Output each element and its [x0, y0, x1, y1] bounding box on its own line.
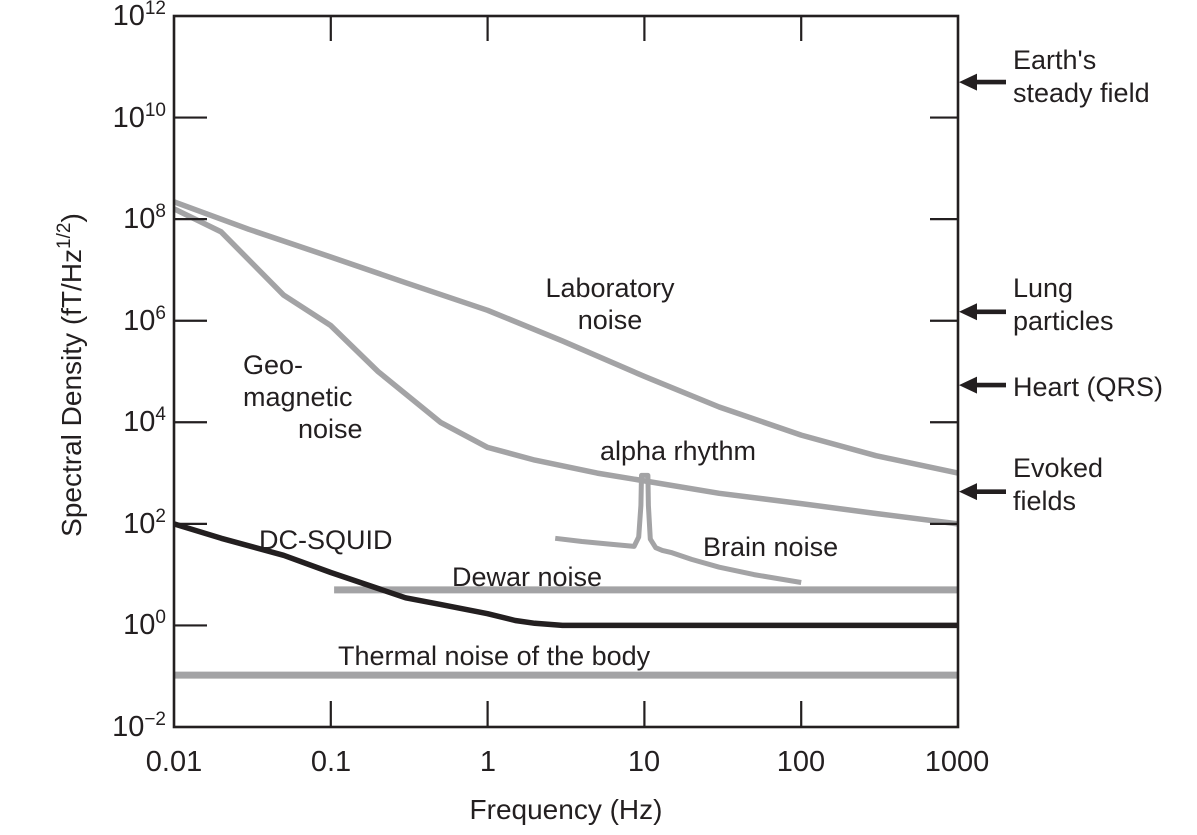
x-tick-label-100: 100 — [776, 746, 826, 778]
annotation-arrow-head — [959, 73, 977, 91]
annotation-arrow-head — [959, 376, 977, 394]
plot-frame — [172, 14, 960, 729]
y-axis-title: Spectral Density (fT/Hz1/2) — [54, 213, 87, 537]
label-geomagnetic-noise-line2: magnetic — [243, 382, 353, 412]
x-tick-label-0.1: 0.1 — [310, 746, 352, 778]
label-dc-squid: DC-SQUID — [259, 525, 393, 555]
series-dc-squid — [173, 521, 958, 629]
label-geomagnetic-noise-line1: Geo- — [243, 350, 304, 380]
y-tick-label-1e0: 100 — [123, 607, 166, 641]
y-tick-label-1e12: 1012 — [112, 0, 166, 32]
series-geomagnetic-noise — [172, 206, 959, 527]
series-brain-noise-with-alpha-rhythm-peak-at-10-hz — [554, 472, 802, 585]
x-tick-label-1000: 1000 — [924, 746, 990, 778]
y-tick-label-1e8: 108 — [123, 201, 166, 235]
x-axis-title: Frequency (Hz) — [469, 794, 663, 825]
x-tick-label-10: 10 — [627, 746, 661, 778]
series-laboratory-noise — [173, 199, 959, 476]
annotation-earths-steady-field: Earth's steady field — [1013, 45, 1150, 108]
label-brain-noise: Brain noise — [703, 532, 839, 562]
annotation-evoked-fields: Evoked fields — [1013, 453, 1104, 516]
label-alpha-rhythm: alpha rhythm — [599, 436, 757, 466]
annotation-arrow-head — [959, 483, 977, 501]
annotation-arrow-head — [959, 303, 977, 321]
label-thermal-noise: Thermal noise of the body — [338, 641, 651, 671]
label-dewar-noise: Dewar noise — [452, 562, 603, 592]
x-tick-label-1: 1 — [479, 746, 497, 778]
x-tick-label-0.01: 0.01 — [145, 746, 203, 778]
y-tick-label-1e6: 106 — [123, 303, 166, 337]
annotation-heart-qrs: Heart (QRS) — [1013, 372, 1164, 402]
annotation-lung-particles: Lung particles — [1013, 273, 1114, 336]
label-laboratory-noise: Laboratory noise — [545, 273, 675, 335]
label-geomagnetic-noise-line3: noise — [298, 414, 363, 444]
y-tick-label-1e2: 102 — [123, 506, 166, 540]
y-tick-label-1e10: 1010 — [112, 100, 166, 134]
y-tick-label-1e-2: 10−2 — [112, 709, 166, 743]
y-tick-label-1e4: 104 — [123, 404, 166, 438]
